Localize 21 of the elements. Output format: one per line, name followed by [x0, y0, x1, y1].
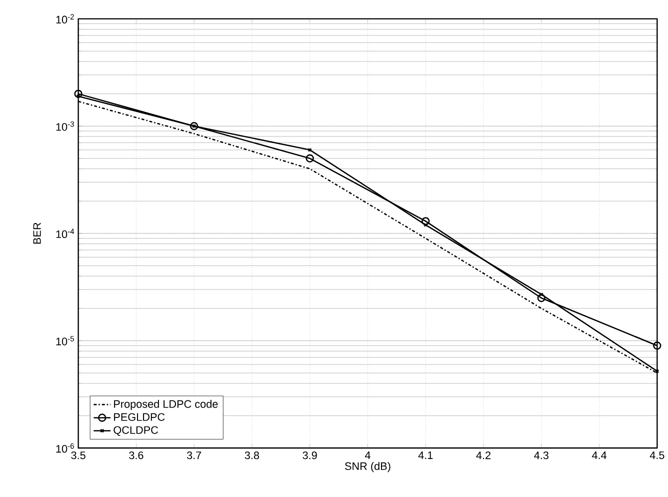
x-tick-label: 4.3 [534, 452, 548, 460]
y-tick-label: 10$^{-4}$ [56, 228, 74, 238]
x-tick-label: 4.2 [476, 452, 491, 460]
x-tick-label: 3.9 [302, 452, 317, 460]
y-tick-label: 10$^{-2}$ [56, 14, 74, 24]
y-tick-label: 10$^{-6}$ [56, 444, 74, 453]
x-tick-label: 4.5 [650, 452, 664, 460]
y-tick-label: 10$^{-3}$ [56, 122, 74, 131]
x-tick-label: 4 [364, 452, 370, 460]
x-tick-label: 4.1 [418, 452, 433, 460]
x-tick-label: 4.4 [592, 452, 606, 460]
legend-label: QCLDPC [114, 426, 158, 436]
x-tick-label: 3.6 [129, 452, 144, 460]
y-tick-label: 10$^{-5}$ [56, 336, 74, 346]
x-axis-title: SNR (dB) [344, 462, 390, 472]
x-tick-label: 3.8 [244, 452, 260, 460]
y-axis-title: BER [33, 222, 41, 244]
legend-label: Proposed LDPC code [114, 400, 218, 410]
x-tick-label: 3.5 [71, 452, 86, 460]
x-tick-label: 3.7 [186, 452, 202, 460]
legend-label: PEGLDPC [114, 413, 165, 422]
